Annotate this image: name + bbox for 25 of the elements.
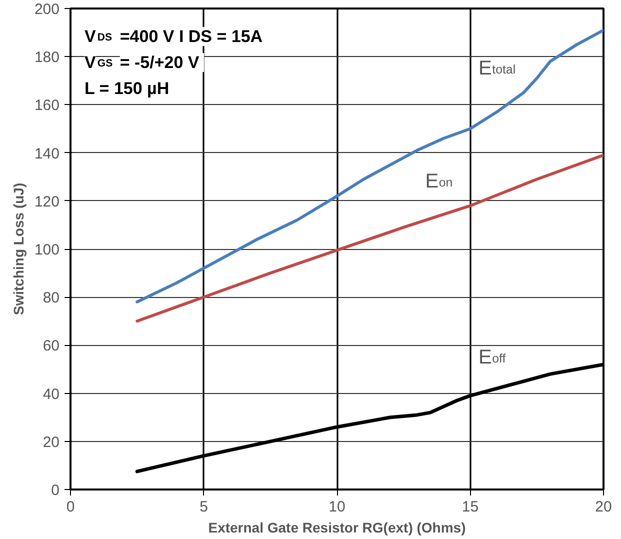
- y-tick-label: 180: [34, 49, 60, 66]
- x-tick-label: 20: [595, 498, 612, 516]
- x-tick-label: 10: [328, 498, 346, 516]
- series-label: Eon: [425, 170, 453, 193]
- annotation: VDS =400 V I DS = 15A: [84, 27, 263, 46]
- y-tick-label: 120: [34, 193, 60, 210]
- x-tick-label: 15: [462, 498, 479, 516]
- line-series: [136, 154, 604, 323]
- series-label: Eoff: [478, 346, 506, 368]
- x-tick-label: 5: [200, 498, 208, 516]
- y-tick-label: 40: [42, 386, 60, 403]
- y-tick-label: 60: [42, 338, 60, 355]
- x-axis-title: External Gate Resistor RG(ext) (Ohms): [208, 520, 466, 536]
- y-tick-label: 140: [34, 145, 60, 162]
- y-tick-label: 100: [34, 242, 60, 258]
- annotation: L = 150 µH: [84, 79, 170, 98]
- y-tick-label: 20: [42, 434, 60, 451]
- x-tick-label: 0: [66, 498, 75, 516]
- annotation: VGS = -5/+20 V: [84, 53, 200, 72]
- y-tick-label: 80: [42, 290, 60, 307]
- y-tick-label: 200: [34, 1, 60, 18]
- y-tick-label: 0: [51, 482, 60, 499]
- y-tick-label: 160: [34, 97, 60, 114]
- y-axis-title: Switching Loss (uJ): [10, 182, 26, 316]
- series-label: Etotal: [478, 58, 516, 80]
